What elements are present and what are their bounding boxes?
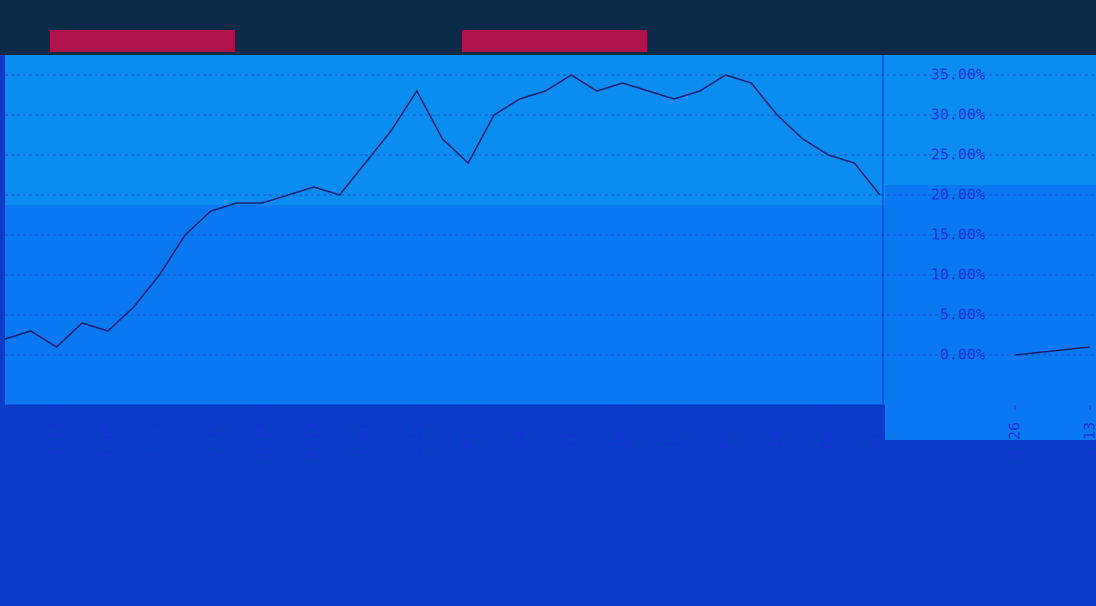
toolbar-block: [462, 30, 647, 52]
x-tick-label: 0-14: [304, 422, 322, 458]
x-tick-label: 1-18: [407, 422, 425, 458]
y-tick-label: 35.00%: [931, 66, 985, 84]
x-tick-label: 15: [665, 431, 683, 449]
x-tick-label: 7-10: [201, 422, 219, 458]
toolbar-block: [50, 30, 235, 52]
axis-panel: [885, 185, 1096, 440]
lower-panel: [0, 440, 1096, 602]
y-tick-label: 20.00%: [931, 186, 985, 204]
y-tick-label: 5.00%: [940, 306, 985, 324]
plot-upper: [5, 55, 885, 205]
x-tick-label: 06: [819, 431, 837, 449]
x-tick-label: 02: [716, 431, 734, 449]
x-tick-label: 31: [871, 431, 889, 449]
x-tick-label: 11: [562, 431, 580, 449]
x-tick-label: 9-26: [1006, 422, 1024, 458]
x-tick-label: 1-13: [1081, 422, 1096, 458]
x-tick-label: 29: [613, 431, 631, 449]
x-tick-label: 07: [459, 431, 477, 449]
y-tick-label: 15.00%: [931, 226, 985, 244]
y-tick-label: 30.00%: [931, 106, 985, 124]
x-tick-label: 20: [768, 431, 786, 449]
x-tick-label: 8-27: [253, 422, 271, 458]
x-tick-label: 2-01: [356, 422, 374, 458]
x-tick-label: 5-23: [150, 422, 168, 458]
y-tick-label: 0.00%: [940, 346, 985, 364]
y-tick-label: 10.00%: [931, 266, 985, 284]
y-tick-label: 25.00%: [931, 146, 985, 164]
x-tick-label: 2-17: [47, 422, 65, 458]
x-tick-label: 24: [510, 431, 528, 449]
side-plot: [1012, 330, 1096, 380]
x-tick-label: 4-05: [98, 422, 116, 458]
